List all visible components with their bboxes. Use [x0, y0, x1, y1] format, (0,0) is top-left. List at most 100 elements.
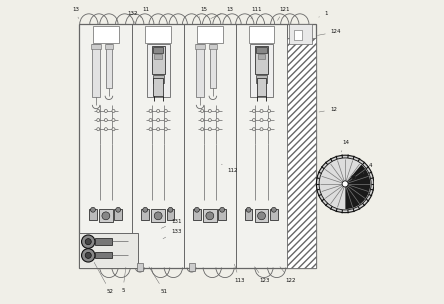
Circle shape — [352, 175, 356, 179]
Bar — [218, 209, 226, 220]
Circle shape — [260, 119, 263, 122]
Bar — [250, 44, 273, 97]
Circle shape — [201, 119, 204, 122]
Circle shape — [208, 128, 211, 131]
Bar — [257, 78, 266, 96]
Bar — [153, 75, 164, 83]
Circle shape — [97, 119, 100, 122]
Circle shape — [201, 109, 204, 112]
Text: 122: 122 — [280, 267, 296, 283]
Bar — [270, 209, 278, 220]
Text: 13: 13 — [211, 7, 234, 19]
Circle shape — [206, 212, 214, 220]
Bar — [95, 238, 111, 245]
Circle shape — [216, 109, 219, 112]
Circle shape — [164, 119, 167, 122]
Circle shape — [268, 119, 271, 122]
Bar — [287, 38, 316, 268]
Bar — [106, 44, 112, 88]
Circle shape — [208, 119, 211, 122]
Circle shape — [208, 109, 211, 112]
Bar — [147, 44, 170, 97]
Circle shape — [260, 109, 263, 112]
Circle shape — [342, 181, 348, 187]
Bar — [154, 54, 162, 59]
Bar — [89, 209, 97, 220]
Circle shape — [112, 128, 115, 131]
Circle shape — [102, 212, 110, 220]
Bar — [256, 75, 267, 83]
Circle shape — [82, 235, 95, 248]
Circle shape — [85, 239, 91, 245]
Bar — [203, 209, 217, 222]
Bar — [255, 46, 268, 74]
Circle shape — [104, 128, 107, 131]
Bar — [196, 44, 204, 97]
Bar — [166, 209, 174, 220]
Text: 121: 121 — [278, 7, 289, 20]
Circle shape — [268, 128, 271, 131]
Circle shape — [271, 207, 276, 212]
Circle shape — [216, 128, 219, 131]
Circle shape — [112, 109, 115, 112]
Circle shape — [149, 128, 152, 131]
Circle shape — [317, 155, 374, 213]
Bar — [115, 209, 122, 220]
Circle shape — [260, 128, 263, 131]
Circle shape — [154, 212, 162, 220]
Bar — [258, 54, 266, 59]
Bar — [189, 263, 194, 271]
Text: 12: 12 — [319, 107, 337, 112]
Bar — [137, 263, 143, 271]
Bar — [153, 78, 163, 96]
Circle shape — [319, 158, 371, 210]
Circle shape — [97, 109, 100, 112]
Circle shape — [97, 128, 100, 131]
Bar — [92, 44, 100, 97]
Bar — [249, 26, 274, 43]
Circle shape — [157, 119, 160, 122]
Circle shape — [164, 128, 167, 131]
Bar — [152, 46, 165, 74]
Text: 112: 112 — [222, 164, 238, 173]
Text: 14: 14 — [341, 140, 349, 152]
Bar — [79, 233, 139, 268]
Bar — [195, 44, 205, 49]
Circle shape — [112, 119, 115, 122]
Circle shape — [194, 207, 199, 212]
Circle shape — [252, 128, 255, 131]
Circle shape — [82, 249, 95, 262]
Bar — [255, 209, 268, 222]
Text: 51: 51 — [149, 267, 167, 294]
Bar — [289, 24, 312, 44]
Bar — [79, 24, 316, 268]
Bar — [145, 26, 171, 43]
Text: 11: 11 — [141, 7, 149, 17]
Text: 111: 111 — [251, 7, 262, 19]
Text: 133: 133 — [163, 229, 182, 239]
Text: 5: 5 — [121, 267, 126, 293]
Bar — [197, 26, 223, 43]
Bar — [245, 209, 252, 220]
Circle shape — [91, 207, 95, 212]
Circle shape — [85, 252, 91, 258]
Circle shape — [201, 128, 204, 131]
Circle shape — [104, 109, 107, 112]
Circle shape — [168, 207, 173, 212]
Circle shape — [149, 109, 152, 112]
Text: 15: 15 — [199, 7, 208, 17]
Circle shape — [220, 207, 225, 212]
Circle shape — [149, 119, 152, 122]
Bar — [95, 252, 111, 258]
Circle shape — [252, 109, 255, 112]
Circle shape — [116, 207, 121, 212]
Circle shape — [258, 212, 266, 220]
Text: 1: 1 — [319, 11, 328, 17]
Text: 4: 4 — [363, 163, 372, 173]
Bar — [294, 30, 302, 40]
Bar — [193, 209, 201, 220]
Circle shape — [252, 119, 255, 122]
Bar — [256, 47, 267, 53]
Text: 113: 113 — [234, 264, 245, 283]
Circle shape — [157, 109, 160, 112]
